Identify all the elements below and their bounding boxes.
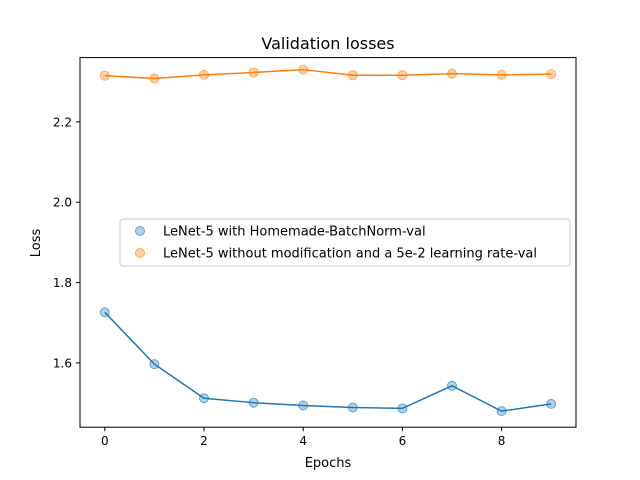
legend-box (119, 218, 571, 267)
legend-label-0: LeNet-5 with Homemade-BatchNorm-val (163, 225, 426, 240)
data-point-s1-2 (199, 69, 209, 80)
data-point-s1-5 (347, 70, 358, 81)
data-point-s0-3 (248, 397, 259, 408)
data-point-s0-8 (496, 406, 507, 417)
x-tick-label: 4 (299, 434, 307, 448)
data-point-s1-0 (99, 70, 110, 81)
data-point-s1-6 (397, 70, 408, 81)
legend: LeNet-5 with Homemade-BatchNorm-val LeNe… (119, 218, 571, 267)
x-tick-label: 6 (399, 434, 407, 448)
x-tick-label: 8 (498, 434, 506, 448)
data-point-s0-6 (397, 403, 408, 414)
series-line-0 (104, 311, 552, 412)
data-point-s1-3 (248, 67, 259, 78)
x-axis-label: Epochs (305, 456, 352, 471)
data-point-s0-1 (149, 359, 160, 370)
series-line-1 (104, 68, 552, 80)
data-point-s0-2 (199, 393, 209, 404)
legend-marker-0 (135, 226, 145, 236)
plot-area (99, 64, 557, 417)
data-point-s1-8 (496, 69, 507, 80)
data-point-s1-7 (447, 68, 457, 79)
data-point-s0-7 (447, 380, 457, 391)
data-point-s0-5 (347, 402, 358, 413)
chart-title: Validation losses (261, 34, 394, 53)
y-axis-label: Loss (29, 229, 44, 258)
data-point-s0-9 (546, 398, 557, 409)
legend-label-1: LeNet-5 without modification and a 5e-2 … (163, 247, 537, 262)
y-tick-label: 2.2 (53, 115, 72, 129)
data-point-s0-0 (99, 307, 110, 318)
x-tick-label: 0 (101, 434, 109, 448)
ticks: 0 2 4 6 8 1.6 1.8 2.0 2.2 (53, 115, 506, 448)
y-tick-label: 1.6 (53, 356, 72, 370)
axes-frame (79, 57, 577, 428)
data-point-s1-1 (149, 73, 160, 84)
data-point-s0-4 (298, 400, 309, 411)
legend-marker-1 (135, 248, 145, 258)
y-tick-label: 2.0 (53, 196, 72, 210)
y-tick-label: 1.8 (53, 276, 72, 290)
data-point-s1-9 (546, 69, 557, 80)
data-point-s1-4 (298, 64, 309, 75)
x-tick-label: 2 (200, 434, 208, 448)
